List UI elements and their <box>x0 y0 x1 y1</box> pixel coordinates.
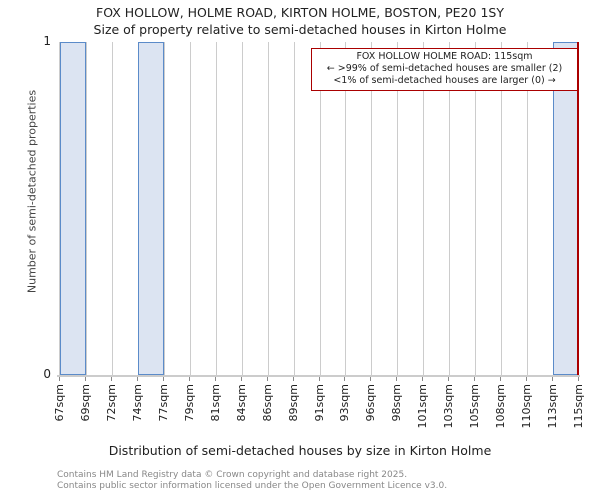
x-tick-mark <box>578 377 579 381</box>
x-tick-label: 74sqm <box>130 384 144 422</box>
y-tick-label: 0 <box>43 367 51 381</box>
x-tick-label: 101sqm <box>416 384 430 429</box>
x-tick-mark <box>344 377 346 381</box>
x-tick-mark <box>422 377 424 381</box>
annotation-line-3: <1% of semi-detached houses are larger (… <box>333 75 556 86</box>
x-tick-label: 67sqm <box>53 384 66 422</box>
x-tick-label: 93sqm <box>338 384 352 422</box>
chart-title-block: FOX HOLLOW, HOLME ROAD, KIRTON HOLME, BO… <box>0 4 600 38</box>
x-axis-title: Distribution of semi-detached houses by … <box>108 443 492 458</box>
x-tick-mark <box>318 377 320 381</box>
x-tick-label: 110sqm <box>520 384 534 429</box>
x-tick-label: 86sqm <box>260 384 274 422</box>
bar <box>137 42 164 375</box>
footer-line-2: Contains public sector information licen… <box>57 481 448 491</box>
x-tick-label: 98sqm <box>390 384 404 422</box>
x-tick-mark <box>552 377 554 381</box>
x-tick-mark <box>84 377 86 381</box>
x-tick-label: 96sqm <box>364 384 378 422</box>
x-tick-label: 81sqm <box>208 384 222 422</box>
x-tick-mark <box>292 377 294 381</box>
x-tick-label: 79sqm <box>182 384 196 422</box>
x-tick-label: 115sqm <box>572 384 585 429</box>
bar <box>60 42 86 375</box>
footer-line-1: Contains HM Land Registry data © Crown c… <box>57 470 408 480</box>
x-tick-label: 103sqm <box>442 384 456 429</box>
x-tick-mark <box>110 377 112 381</box>
x-tick-mark <box>500 377 502 381</box>
bar <box>553 42 579 375</box>
x-tick-label: 113sqm <box>546 384 560 429</box>
x-tick-label: 72sqm <box>104 384 118 422</box>
annotation-callout: FOX HOLLOW HOLME ROAD: 115sqm ← >99% of … <box>311 48 578 91</box>
annotation-line-2: ← >99% of semi-detached houses are small… <box>326 63 563 74</box>
x-tick-mark <box>188 377 190 381</box>
y-axis-title: Number of semi-detached properties <box>25 89 39 294</box>
plot-area <box>59 42 579 375</box>
x-tick-label: 91sqm <box>312 384 326 422</box>
bars-layer <box>60 42 579 375</box>
x-tick-mark <box>59 377 60 381</box>
x-tick-mark <box>240 377 242 381</box>
chart-title-line-1: FOX HOLLOW, HOLME ROAD, KIRTON HOLME, BO… <box>96 5 504 20</box>
x-tick-label: 84sqm <box>234 384 248 422</box>
x-tick-mark <box>370 377 372 381</box>
chart-subtitle-line-2: Size of property relative to semi-detach… <box>93 22 507 37</box>
x-tick-mark <box>474 377 476 381</box>
x-tick-mark <box>396 377 398 381</box>
x-tick-mark <box>448 377 450 381</box>
annotation-line-1: FOX HOLLOW HOLME ROAD: 115sqm <box>356 51 533 62</box>
y-tick-label: 1 <box>43 34 51 48</box>
x-tick-label: 69sqm <box>78 384 92 422</box>
x-tick-label: 77sqm <box>156 384 170 422</box>
x-tick-mark <box>266 377 268 381</box>
x-axis-line <box>57 375 580 377</box>
x-tick-label: 105sqm <box>468 384 482 429</box>
x-tick-mark <box>162 377 164 381</box>
highlight-line <box>577 42 579 375</box>
x-tick-mark <box>526 377 528 381</box>
x-tick-label: 108sqm <box>494 384 508 429</box>
x-tick-mark <box>214 377 216 381</box>
x-tick-mark <box>136 377 138 381</box>
x-tick-label: 89sqm <box>286 384 300 422</box>
footer: Contains HM Land Registry data © Crown c… <box>57 470 597 492</box>
